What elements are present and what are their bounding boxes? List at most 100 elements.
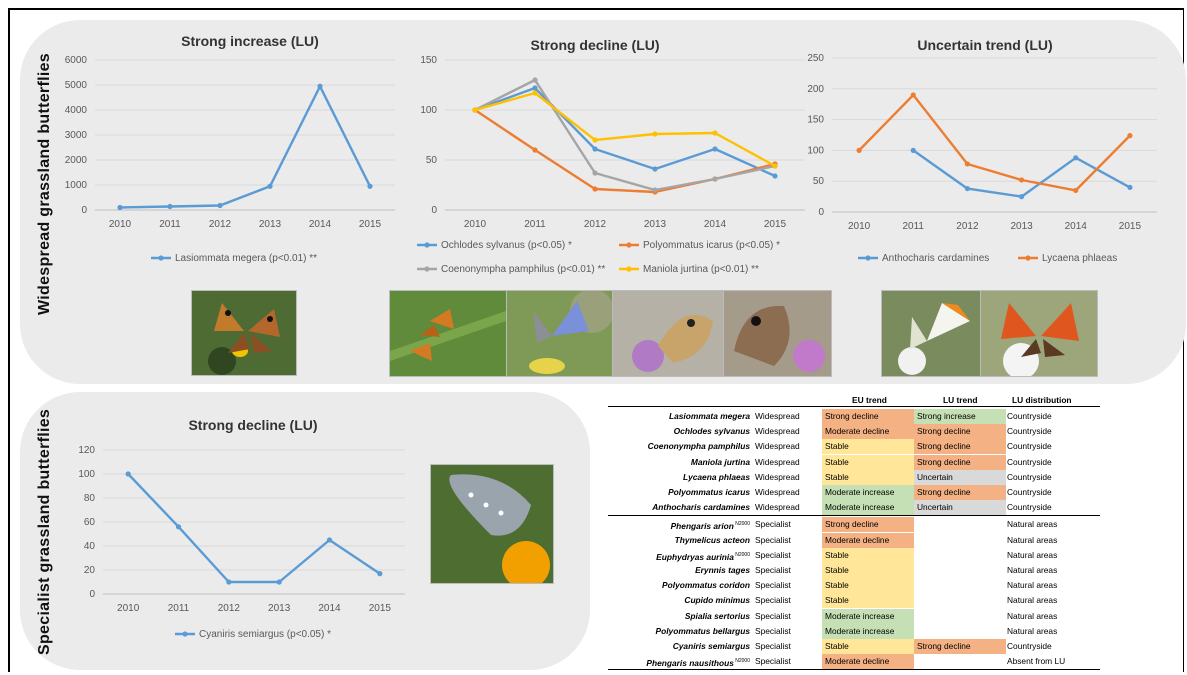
legend-label: Ochlodes sylvanus (p<0.05) * xyxy=(441,240,572,251)
lu-distribution-cell: Natural areas xyxy=(1007,534,1058,545)
species-name: Polyommatus icarus xyxy=(608,485,750,500)
data-point xyxy=(910,147,916,153)
species-type: Specialist xyxy=(755,534,791,545)
y-tick-label: 1000 xyxy=(65,180,88,191)
species-name-text: Spialia sertorius xyxy=(684,610,750,621)
x-tick-label: 2010 xyxy=(109,219,132,230)
y-tick-label: 60 xyxy=(84,517,96,528)
x-tick-label: 2010 xyxy=(117,603,140,614)
legend-label: Coenonympha pamphilus (p<0.01) ** xyxy=(441,264,605,275)
species-type: Specialist xyxy=(755,625,791,636)
lu-trend-cell xyxy=(914,609,1006,624)
x-tick-label: 2010 xyxy=(848,221,871,232)
table-rule-middle xyxy=(608,515,1100,516)
lu-distribution-cell: Natural areas xyxy=(1007,565,1058,575)
series-line xyxy=(119,85,372,209)
butterfly-illustration xyxy=(390,291,506,376)
y-tick-label: 80 xyxy=(84,493,96,504)
x-tick-label: 2011 xyxy=(902,221,924,232)
series-line xyxy=(474,78,776,192)
species-name: Cupido minimus xyxy=(608,593,750,608)
y-tick-label: 5000 xyxy=(65,80,88,91)
species-name: Lycaena phlaeas xyxy=(608,470,750,485)
species-type: Widespread xyxy=(755,502,800,513)
lu-trend-cell: Strong increase xyxy=(914,409,1006,424)
data-point xyxy=(472,107,478,113)
lu-trend-cell: Strong decline xyxy=(914,424,1006,440)
lu-distribution-cell: Natural areas xyxy=(1007,519,1058,530)
species-name-text: Polyommatus icarus xyxy=(668,487,750,497)
photo-cyaniris-semiargus xyxy=(430,464,554,584)
eu-trend-cell: Stable xyxy=(822,578,914,594)
data-point xyxy=(592,170,598,176)
species-name-text: Lycaena phlaeas xyxy=(682,471,750,482)
legend-marker xyxy=(424,242,430,248)
species-name-text: Coenonympha pamphilus xyxy=(647,441,750,452)
table-row: Coenonympha pamphilus Widespread Stable Str… xyxy=(608,439,1100,455)
table-rule-top xyxy=(608,406,1100,407)
species-type: Specialist xyxy=(755,656,791,667)
data-point xyxy=(964,185,971,192)
species-type: Specialist xyxy=(755,519,791,530)
lu-trend-cell xyxy=(914,578,1006,593)
lu-trend-cell: Strong decline xyxy=(914,639,1006,654)
y-tick-label: 250 xyxy=(807,53,824,64)
x-tick-label: 2014 xyxy=(309,219,332,230)
species-name-text: Lasiommata megera xyxy=(669,411,750,421)
species-name-text: Polyommatus coridon xyxy=(662,580,750,591)
species-name-text: Ochlodes sylvanus xyxy=(673,426,750,437)
eu-trend-cell: Stable xyxy=(822,563,914,578)
species-name: Cyaniris semiargus xyxy=(608,639,750,654)
chart-4-title: Strong decline (LU) xyxy=(188,417,318,433)
y-tick-label: 100 xyxy=(78,469,95,480)
lu-trend-cell: Strong decline xyxy=(914,485,1006,500)
table-row: Lasiommata megera Widespread Strong declin… xyxy=(608,409,1100,424)
butterfly-illustration xyxy=(507,291,612,376)
table-row: Anthocharis cardamines Widespread Moderate… xyxy=(608,500,1100,516)
lu-trend-cell xyxy=(914,533,1006,548)
chart-strong-increase: 0 1000 2000 3000 4000 5000 6000 2010 2011 2012 201… xyxy=(65,55,395,264)
butterfly-illustration xyxy=(613,291,723,376)
lu-distribution-cell: Natural areas xyxy=(1007,595,1058,606)
y-tick-label: 4000 xyxy=(65,105,88,116)
butterfly-illustration xyxy=(981,291,1097,376)
data-point xyxy=(226,579,232,585)
x-tick-label: 2015 xyxy=(369,603,392,614)
x-tick-label: 2013 xyxy=(644,219,667,230)
species-name-text: Polyommatus bellargus xyxy=(655,625,750,636)
data-point xyxy=(276,579,282,585)
data-point xyxy=(592,146,598,152)
butterfly-illustration xyxy=(431,465,553,583)
species-name-text: Phengaris nausithous xyxy=(646,657,734,668)
lu-distribution-cell: Countryside xyxy=(1007,411,1052,421)
lu-trend-cell xyxy=(914,563,1006,578)
data-point xyxy=(1018,177,1025,183)
lu-distribution-cell: Countryside xyxy=(1007,641,1052,651)
x-tick-label: 2011 xyxy=(168,603,190,614)
photo-ochlodes-sylvanus xyxy=(389,290,507,377)
lu-distribution-cell: Countryside xyxy=(1007,471,1052,482)
eu-trend-cell: Strong decline xyxy=(822,409,914,424)
species-type: Widespread xyxy=(755,411,800,421)
data-point xyxy=(125,471,131,477)
photo-maniola-jurtina xyxy=(723,290,832,377)
chart-uncertain-trend: 0 50 100 150 200 250 2010 2011 2012 2013 2014 2015 A… xyxy=(807,53,1157,264)
chart-3-title: Uncertain trend (LU) xyxy=(917,37,1053,53)
lu-distribution-cell: Natural areas xyxy=(1007,549,1058,560)
x-tick-label: 2012 xyxy=(584,219,607,230)
x-tick-label: 2011 xyxy=(524,219,546,230)
table-rule-bottom xyxy=(608,669,1100,670)
y-tick-label: 100 xyxy=(420,105,437,116)
species-name: Polyommatus bellargus xyxy=(608,624,750,639)
table-row: Erynnis tages Specialist Stable Natural are… xyxy=(608,563,1100,578)
data-point xyxy=(1127,133,1133,139)
data-point xyxy=(317,83,323,89)
species-name: Coenonympha pamphilus xyxy=(608,439,750,454)
butterfly-illustration xyxy=(882,291,980,376)
table-row: Polyommatus coridon Specialist Stable Natur… xyxy=(608,578,1100,594)
data-point xyxy=(532,147,538,153)
lu-distribution-cell: Countryside xyxy=(1007,441,1052,452)
table-row: Ochlodes sylvanus Widespread Moderate decl… xyxy=(608,424,1100,440)
y-tick-label: 150 xyxy=(807,115,824,126)
y-tick-label: 6000 xyxy=(65,55,88,66)
